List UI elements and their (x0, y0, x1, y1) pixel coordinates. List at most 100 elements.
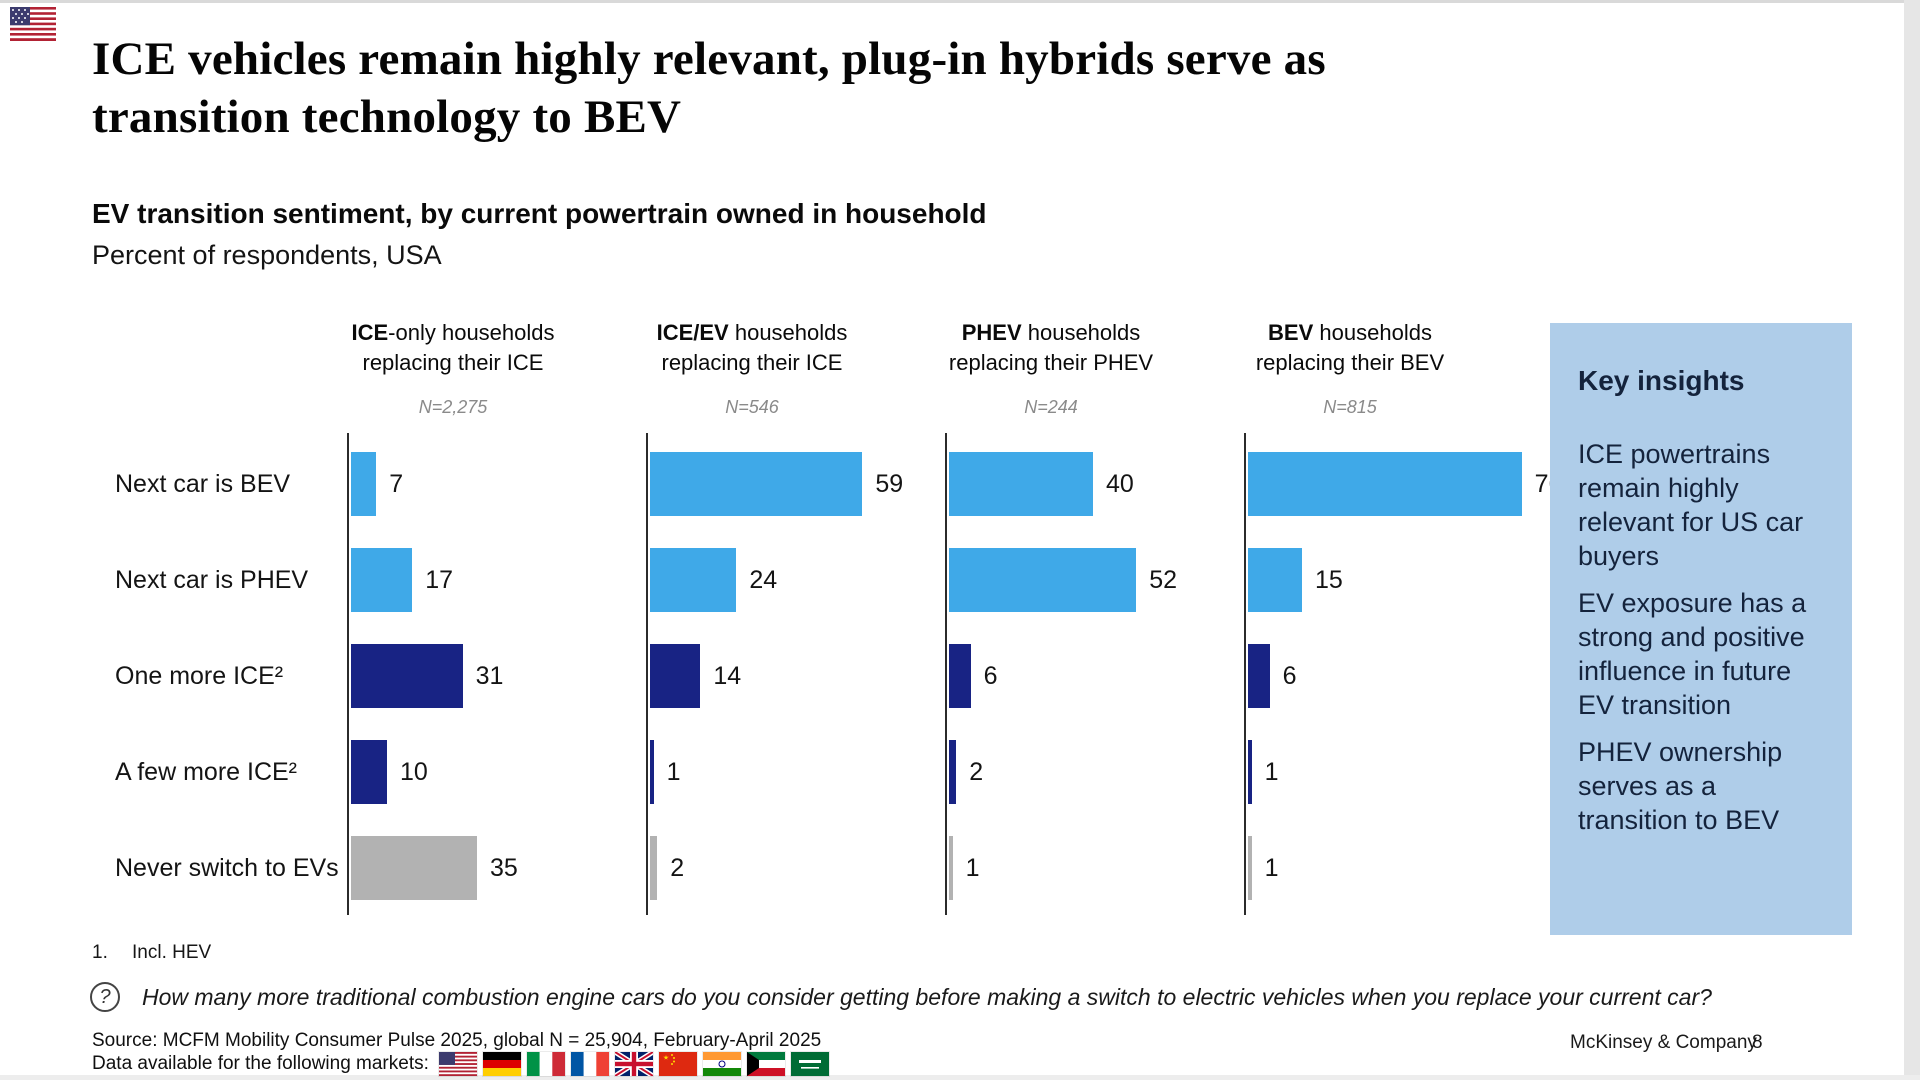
sample-size-label: N=244 (1024, 397, 1078, 417)
bar (949, 452, 1093, 516)
flag-india-icon (702, 1052, 741, 1076)
column-header-line2: replacing their BEV (1255, 350, 1445, 375)
bar-value: 35 (490, 853, 518, 882)
row-label-few-more-ice: A few more ICE² (115, 757, 297, 786)
question-mark-icon: ? (90, 982, 120, 1012)
slide-top-edge (0, 0, 1920, 3)
bar-value: 1 (666, 757, 681, 786)
row-label-next-car-bev: Next car is BEV (115, 469, 291, 498)
bar-value: 6 (983, 661, 998, 690)
bar-value: 40 (1106, 469, 1134, 498)
sample-size-label: N=815 (1323, 397, 1377, 417)
survey-question-row: ? How many more traditional combustion e… (90, 982, 1712, 1012)
column-header-bold: ICE (351, 320, 389, 345)
bar-value: 7 (389, 469, 404, 498)
flag-china-icon (658, 1052, 697, 1076)
column-header-bold: BEV (1268, 320, 1314, 345)
flag-usa-icon (438, 1052, 477, 1076)
row-label-one-more-ice: One more ICE² (115, 661, 284, 690)
footnote-number: 1. (92, 942, 108, 963)
chart-column-ice-ev: 59 24 14 1 2 (646, 433, 946, 915)
bar (650, 452, 863, 516)
usa-flag-icon (10, 7, 56, 41)
survey-question-text: How many more traditional combustion eng… (142, 983, 1712, 1010)
bar (351, 548, 413, 612)
key-insight-item: PHEV ownership serves as a transition to… (1578, 737, 1783, 835)
bar (351, 452, 377, 516)
column-header-bold: PHEV (961, 320, 1022, 345)
column-header-rest: households (1313, 320, 1432, 345)
column-header-line2: replacing their PHEV (948, 350, 1154, 375)
sample-size-label: N=2,275 (418, 397, 488, 417)
bar (1248, 740, 1252, 804)
markets-row: Data available for the following markets… (92, 1052, 835, 1076)
bar (351, 740, 387, 804)
key-insights-title: Key insights (1578, 365, 1745, 396)
bar-value: 14 (713, 661, 742, 690)
bar (351, 644, 463, 708)
bar (949, 740, 957, 804)
column-header-ice-ev: ICE/EV households replacing their ICE N=… (602, 318, 902, 422)
flag-saudi-arabia-icon (790, 1052, 829, 1076)
column-header-phev: PHEV households replacing their PHEV N=2… (901, 318, 1201, 422)
key-insights-panel: Key insights ICE powertrains remain high… (1550, 323, 1852, 935)
key-insight-item: ICE powertrains remain highly relevant f… (1578, 439, 1804, 571)
column-header-line2: replacing their ICE (661, 350, 843, 375)
bar (949, 644, 971, 708)
bar-value: 52 (1149, 565, 1177, 594)
bar (650, 644, 701, 708)
bar-value: 24 (749, 565, 778, 594)
column-header-bev: BEV households replacing their BEV N=815 (1200, 318, 1500, 422)
bar (1248, 452, 1522, 516)
footnote: 1. Incl. HEV (92, 942, 211, 964)
flag-germany-icon (482, 1052, 521, 1076)
bar-value: 59 (875, 469, 904, 498)
chart-column-phev: 40 52 6 2 1 (945, 433, 1245, 915)
bar-value: 15 (1315, 565, 1343, 594)
bar-value: 1 (965, 853, 980, 882)
column-header-rest: households (728, 320, 848, 345)
page-number: 8 (1752, 1032, 1763, 1053)
flag-uk-icon (614, 1052, 653, 1076)
chart-subheading: Percent of respondents, USA (92, 240, 442, 270)
row-label-next-car-phev: Next car is PHEV (115, 565, 309, 594)
bar (650, 740, 654, 804)
page-title-line1: ICE vehicles remain highly relevant, plu… (92, 33, 1326, 85)
bar-value: 31 (475, 661, 504, 690)
bar-value: 10 (400, 757, 428, 786)
bar-value: 2 (670, 853, 685, 882)
column-header-rest: -only households (388, 320, 555, 345)
slide-right-edge (1904, 0, 1920, 1080)
bar (650, 548, 737, 612)
bar (1248, 548, 1302, 612)
markets-label: Data available for the following markets… (92, 1053, 429, 1074)
sample-size-label: N=546 (725, 397, 779, 417)
flag-italy-icon (526, 1052, 565, 1076)
slide-bottom-edge (0, 1075, 1920, 1080)
bar-value: 2 (969, 757, 984, 786)
bar-value: 6 (1282, 661, 1297, 690)
key-insight-item: EV exposure has a strong and positive in… (1578, 588, 1807, 720)
bar-value: 1 (1264, 757, 1279, 786)
company-logo-text: McKinsey & Company (1570, 1032, 1757, 1053)
page-title: ICE vehicles remain highly relevant, plu… (92, 30, 1732, 146)
bar (1248, 644, 1270, 708)
bar (1248, 836, 1252, 900)
chart-heading: EV transition sentiment, by current powe… (92, 198, 987, 229)
source-line: Source: MCFM Mobility Consumer Pulse 202… (92, 1030, 822, 1051)
bar (650, 836, 658, 900)
page-title-line2: transition technology to BEV (92, 91, 682, 143)
footnote-text: Incl. HEV (132, 942, 212, 963)
flag-france-icon (570, 1052, 609, 1076)
chart-column-bev: 76 15 6 1 1 (1244, 433, 1562, 915)
row-label-never-switch: Never switch to EVs (115, 853, 339, 882)
bar-value: 17 (425, 565, 453, 594)
bar (351, 836, 477, 900)
column-header-bold: ICE/EV (656, 320, 729, 345)
bar (949, 548, 1137, 612)
flag-kuwait-icon (746, 1052, 785, 1076)
column-header-ice-only: ICE-only households replacing their ICE … (303, 318, 603, 422)
column-header-line2: replacing their ICE (362, 350, 544, 375)
bar-value: 1 (1264, 853, 1279, 882)
